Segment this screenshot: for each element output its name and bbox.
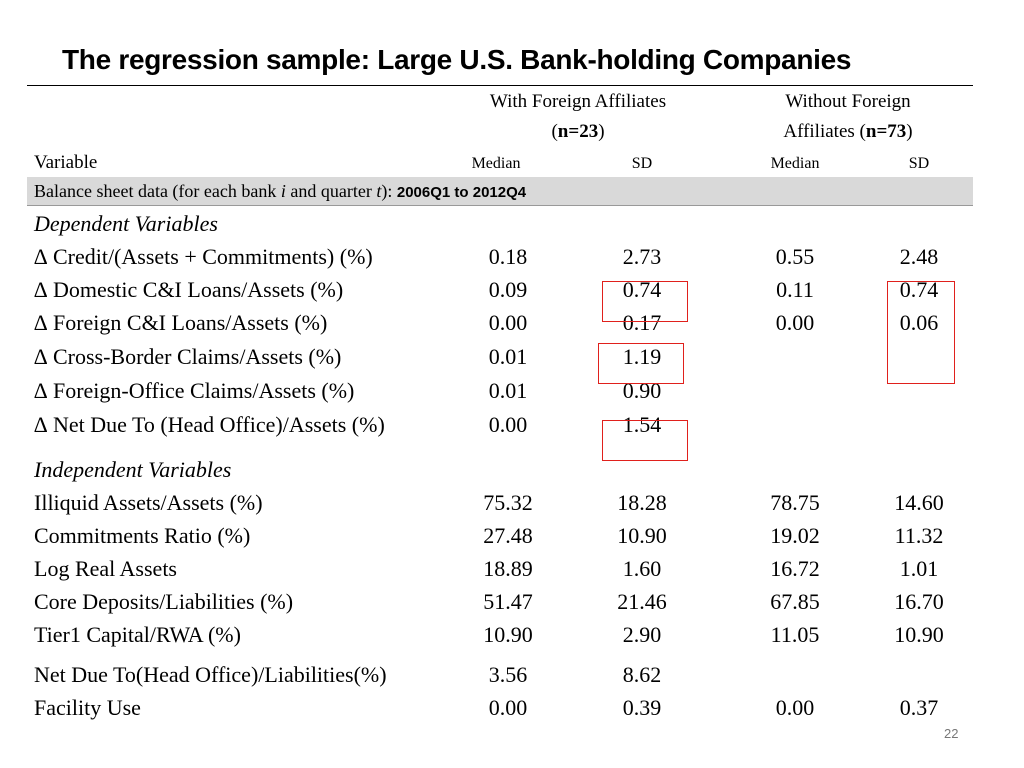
row-label: Commitments Ratio (%) xyxy=(34,523,251,548)
sd1-value: 21.46 xyxy=(617,589,667,614)
row-label: Tier1 Capital/RWA (%) xyxy=(34,622,241,647)
sample-period: 2006Q1 to 2012Q4 xyxy=(396,184,527,201)
group2-header-line1: Without Foreign xyxy=(785,91,911,112)
median1-value: 10.90 xyxy=(483,622,533,647)
row-label: ∆ Domestic C&I Loans/Assets (%) xyxy=(34,277,344,302)
sd2-value: 0.37 xyxy=(899,695,939,720)
highlight-box xyxy=(602,281,688,322)
group2-header-line2: Affiliates (n=73) xyxy=(783,121,913,142)
sample-band-text: Balance sheet data (for each bank i and … xyxy=(34,181,527,201)
table-row: ∆ Foreign C&I Loans/Assets (%) 0.00 0.17… xyxy=(0,310,1024,340)
median1-value: 75.32 xyxy=(483,490,533,515)
group2-n: n=73 xyxy=(865,121,907,142)
median1-value: 0.18 xyxy=(488,244,528,269)
page-number: 22 xyxy=(944,726,959,741)
sd2-value: 16.70 xyxy=(894,589,944,614)
median1-value: 0.00 xyxy=(488,412,528,437)
median1-value: 51.47 xyxy=(483,589,533,614)
median1-value: 0.00 xyxy=(488,695,528,720)
sd1-value: 0.17 xyxy=(622,310,662,335)
group1-n: n=23 xyxy=(557,121,599,142)
median1-value: 18.89 xyxy=(483,556,533,581)
sd1-value: 1.60 xyxy=(622,556,662,581)
row-label: ∆ Cross-Border Claims/Assets (%) xyxy=(34,344,342,369)
table-row: ∆ Net Due To (Head Office)/Assets (%) 0.… xyxy=(0,412,1024,442)
table-row: Facility Use 0.00 0.39 0.00 0.37 xyxy=(0,695,1024,725)
table-row: Illiquid Assets/Assets (%) 75.32 18.28 7… xyxy=(0,490,1024,520)
sd2-value: 10.90 xyxy=(894,622,944,647)
table-row: ∆ Cross-Border Claims/Assets (%) 0.01 1.… xyxy=(0,344,1024,374)
sd2-value: 11.32 xyxy=(894,523,944,548)
median2-value: 11.05 xyxy=(770,622,820,647)
table-row: Net Due To(Head Office)/Liabilities(%) 3… xyxy=(0,662,1024,692)
median2-header: Median xyxy=(770,155,820,172)
table-row: Core Deposits/Liabilities (%) 51.47 21.4… xyxy=(0,589,1024,619)
median1-value: 0.00 xyxy=(488,310,528,335)
table-row: ∆ Credit/(Assets + Commitments) (%) 0.18… xyxy=(0,244,1024,274)
table-row: ∆ Domestic C&I Loans/Assets (%) 0.09 0.7… xyxy=(0,277,1024,307)
sample-band xyxy=(27,177,973,206)
slide-title: The regression sample: Large U.S. Bank-h… xyxy=(62,44,852,75)
sd1-value: 0.90 xyxy=(622,378,662,403)
row-label: ∆ Foreign C&I Loans/Assets (%) xyxy=(34,310,328,335)
row-label: Facility Use xyxy=(34,695,141,720)
median2-value: 0.00 xyxy=(775,310,815,335)
variable-column-header: Variable xyxy=(34,152,98,173)
row-label: ∆ Net Due To (Head Office)/Assets (%) xyxy=(34,412,385,437)
table-row: Commitments Ratio (%) 27.48 10.90 19.02 … xyxy=(0,523,1024,553)
median2-value: 67.85 xyxy=(770,589,820,614)
sd1-header: SD xyxy=(631,155,653,172)
sd1-value: 18.28 xyxy=(617,490,667,515)
sd2-value: 2.48 xyxy=(899,244,939,269)
sd1-value: 1.54 xyxy=(622,412,662,437)
sd1-value: 1.19 xyxy=(622,344,662,369)
median1-value: 3.56 xyxy=(488,662,528,687)
highlight-box xyxy=(602,420,688,461)
row-label: ∆ Foreign-Office Claims/Assets (%) xyxy=(34,378,355,403)
sd2-value: 1.01 xyxy=(899,556,939,581)
table-row: ∆ Foreign-Office Claims/Assets (%) 0.01 … xyxy=(0,378,1024,408)
median1-value: 0.09 xyxy=(488,277,528,302)
row-label: ∆ Credit/(Assets + Commitments) (%) xyxy=(34,244,373,269)
sd2-value: 0.06 xyxy=(899,310,939,335)
highlight-box xyxy=(598,343,684,384)
median2-value: 0.55 xyxy=(775,244,815,269)
row-label: Illiquid Assets/Assets (%) xyxy=(34,490,263,515)
sd1-value: 8.62 xyxy=(622,662,662,687)
highlight-box xyxy=(887,281,955,384)
median2-value: 0.11 xyxy=(776,277,814,302)
median1-header: Median xyxy=(471,155,521,172)
dependent-heading: Dependent Variables xyxy=(34,211,218,236)
median1-value: 27.48 xyxy=(483,523,533,548)
sd1-value: 0.39 xyxy=(622,695,662,720)
sd1-value: 2.73 xyxy=(622,244,662,269)
median2-value: 19.02 xyxy=(770,523,820,548)
table-row: Log Real Assets 18.89 1.60 16.72 1.01 xyxy=(0,556,1024,586)
sd2-header: SD xyxy=(908,155,930,172)
row-label: Net Due To(Head Office)/Liabilities(%) xyxy=(34,662,387,687)
row-label: Core Deposits/Liabilities (%) xyxy=(34,589,294,614)
group1-header-line1: With Foreign Affiliates xyxy=(489,91,667,112)
median2-value: 78.75 xyxy=(770,490,820,515)
group1-header-line2: (n=23) xyxy=(551,121,605,142)
median2-value: 0.00 xyxy=(775,695,815,720)
independent-heading: Independent Variables xyxy=(34,457,232,482)
sd2-value: 14.60 xyxy=(894,490,944,515)
sd1-value: 2.90 xyxy=(622,622,662,647)
table-row: Tier1 Capital/RWA (%) 10.90 2.90 11.05 1… xyxy=(0,622,1024,652)
row-label: Log Real Assets xyxy=(34,556,177,581)
median1-value: 0.01 xyxy=(488,378,528,403)
sd1-value: 10.90 xyxy=(617,523,667,548)
median2-value: 16.72 xyxy=(770,556,820,581)
median1-value: 0.01 xyxy=(488,344,528,369)
top-rule xyxy=(27,85,973,86)
